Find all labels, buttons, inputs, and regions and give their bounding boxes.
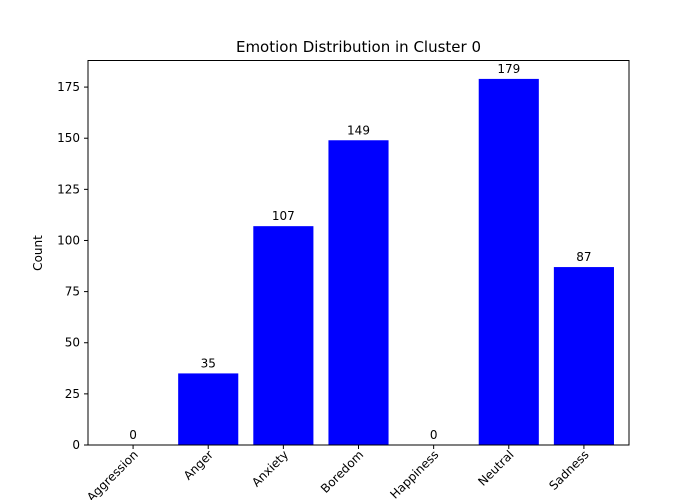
y-tick-label: 150: [57, 131, 80, 145]
bar-neutral: [478, 78, 539, 445]
data-labels-group: 0 35 107 149 0 179 87: [129, 62, 591, 442]
data-label-boredom: 149: [347, 123, 370, 137]
y-tick-label: 50: [65, 336, 80, 350]
x-tick-label-boredom: Boredom: [318, 448, 366, 496]
y-axis-label: Count: [31, 235, 45, 271]
data-label-anxiety: 107: [272, 209, 295, 223]
y-tick-label: 25: [65, 387, 80, 401]
x-tick-label-happiness: Happiness: [387, 448, 441, 500]
data-label-aggression: 0: [129, 428, 137, 442]
y-tick-label: 0: [72, 438, 80, 452]
y-tick-label: 75: [65, 285, 80, 299]
data-label-happiness: 0: [430, 428, 438, 442]
bar-anger: [178, 373, 239, 445]
bar-sadness: [553, 267, 614, 445]
x-tick-label-neutral: Neutral: [475, 448, 516, 489]
plot-area-frame: [87, 60, 630, 446]
data-label-anger: 35: [201, 356, 216, 370]
x-tick-label-anger: Anger: [181, 448, 216, 483]
y-tick-label: 100: [57, 233, 80, 247]
y-tick-label: 175: [57, 80, 80, 94]
data-label-sadness: 87: [576, 250, 591, 264]
chart-title: Emotion Distribution in Cluster 0: [236, 38, 481, 56]
bar-anxiety: [253, 226, 314, 445]
x-tick-label-aggression: Aggression: [84, 448, 141, 500]
x-tick-label-anxiety: Anxiety: [249, 448, 291, 490]
x-axis-ticks: Aggression Anger Anxiety Boredom Happiness Ne…: [84, 445, 592, 504]
bars-group: [178, 78, 614, 445]
x-tick-label-sadness: Sadness: [546, 448, 591, 493]
data-label-neutral: 179: [497, 62, 520, 76]
y-axis-ticks: 0 25 50 75 100 125 150 175: [57, 80, 88, 452]
y-tick-label: 125: [57, 182, 80, 196]
bar-boredom: [328, 140, 389, 445]
